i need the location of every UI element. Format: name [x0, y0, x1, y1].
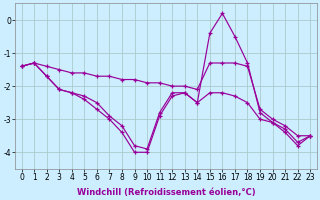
X-axis label: Windchill (Refroidissement éolien,°C): Windchill (Refroidissement éolien,°C) [76, 188, 255, 197]
